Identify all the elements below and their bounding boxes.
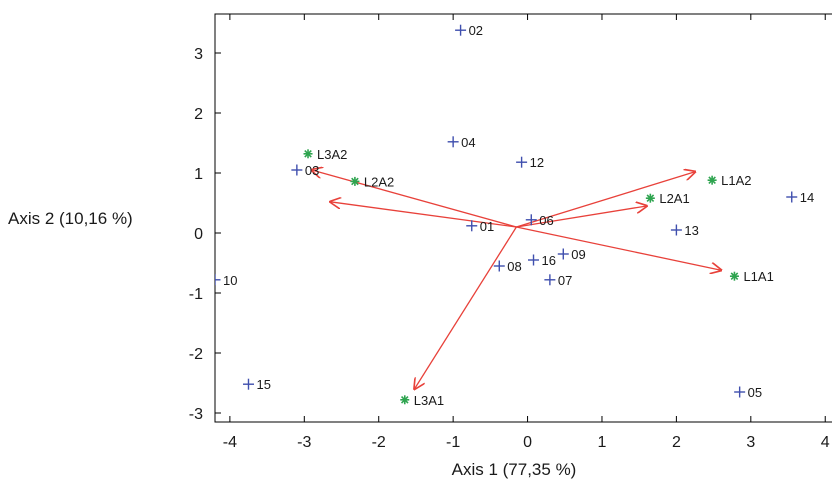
observation-label: 12 [530, 155, 544, 170]
y-axis: -3 -2 -1 0 1 2 3 [189, 46, 221, 423]
variable-point-l3a2: L3A2 [303, 147, 347, 162]
x-tick-label: -1 [446, 434, 460, 451]
arrow-l3a2 [312, 170, 517, 228]
observation-point-09: 09 [557, 247, 586, 262]
x-axis: -4 -3 -2 -1 0 1 2 3 4 [223, 14, 830, 451]
plot-frame [214, 13, 832, 423]
observation-label: 06 [539, 213, 553, 228]
observation-point-03: 03 [291, 163, 319, 178]
x-tick-label: -4 [223, 434, 237, 451]
x-tick-label: -2 [372, 434, 386, 451]
x-tick-label: 2 [672, 434, 681, 451]
x-tick-label: 0 [523, 434, 532, 451]
observation-point-15: 15 [242, 377, 271, 392]
observation-point-14: 14 [786, 190, 814, 205]
variable-label: L2A2 [364, 174, 394, 189]
variable-label: L2A1 [659, 191, 689, 206]
variable-label: L3A1 [414, 393, 444, 408]
observation-point-07: 07 [544, 273, 572, 288]
variable-point-l1a1: L1A1 [729, 269, 774, 284]
observation-label: 09 [571, 247, 585, 262]
variable-point-l2a2: L2A2 [350, 174, 394, 189]
variable-label: L3A2 [317, 147, 347, 162]
y-tick-label: 3 [194, 46, 203, 63]
x-tick-label: 1 [598, 434, 607, 451]
observation-label: 13 [684, 223, 698, 238]
observation-point-05: 05 [734, 385, 762, 400]
y-axis-label: Axis 2 (10,16 %) [8, 209, 133, 228]
observation-point-04: 04 [447, 135, 476, 150]
observation-label: 07 [558, 273, 572, 288]
star-marker-stroke [708, 176, 716, 185]
y-tick-label: -2 [189, 346, 203, 363]
observation-point-10: 10 [215, 273, 237, 288]
observation-point-13: 13 [670, 223, 699, 238]
variable-arrows [312, 170, 721, 389]
observation-points: 01020304050607080910111213141516 [215, 23, 814, 400]
y-tick-label: 1 [194, 166, 203, 183]
star-marker-stroke [730, 272, 739, 281]
variable-label: L1A2 [721, 173, 751, 188]
x-axis-label: Axis 1 (77,35 %) [452, 460, 577, 479]
arrow-l1a2 [516, 172, 695, 228]
observation-label: 04 [461, 135, 475, 150]
observation-label: 14 [800, 190, 814, 205]
observation-label: 01 [480, 219, 494, 234]
y-tick-label: -3 [189, 406, 203, 423]
arrow-l2a1 [516, 206, 646, 228]
variable-point-l2a1: L2A1 [645, 191, 690, 206]
observation-label: 05 [748, 385, 762, 400]
observation-point-16: 16 [528, 253, 556, 268]
observation-point-02: 02 [455, 23, 483, 38]
x-tick-label: -3 [297, 434, 311, 451]
observation-point-06: 06 [525, 213, 554, 228]
star-marker-stroke [351, 177, 359, 186]
arrow-l1a1 [516, 226, 721, 270]
observation-label: 10 [223, 273, 237, 288]
observation-point-01: 01 [466, 219, 494, 234]
arrow-l3a1 [414, 226, 517, 389]
observation-label: 16 [542, 253, 556, 268]
variable-points: L1A1 L1A2 L2A1 L2A2 L3A1 L3A2 [303, 147, 774, 408]
observation-point-12: 12 [516, 155, 544, 170]
variable-point-l1a2: L1A2 [707, 173, 751, 188]
star-marker-stroke [400, 395, 409, 404]
star-marker-stroke [304, 149, 312, 158]
observation-label: 08 [507, 259, 521, 274]
arrow-l2a2 [330, 202, 517, 228]
x-tick-label: 4 [821, 434, 830, 451]
observation-point-08: 08 [493, 259, 522, 274]
observation-label: 03 [305, 163, 319, 178]
x-tick-label: 3 [746, 434, 755, 451]
y-tick-label: -1 [189, 286, 203, 303]
y-tick-label: 2 [194, 106, 203, 123]
variable-label: L1A1 [743, 269, 773, 284]
star-marker-stroke [646, 194, 655, 203]
y-tick-label: 0 [194, 226, 203, 243]
observation-label: 15 [256, 377, 270, 392]
observation-label: 02 [469, 23, 483, 38]
variable-point-l3a1: L3A1 [400, 393, 444, 408]
